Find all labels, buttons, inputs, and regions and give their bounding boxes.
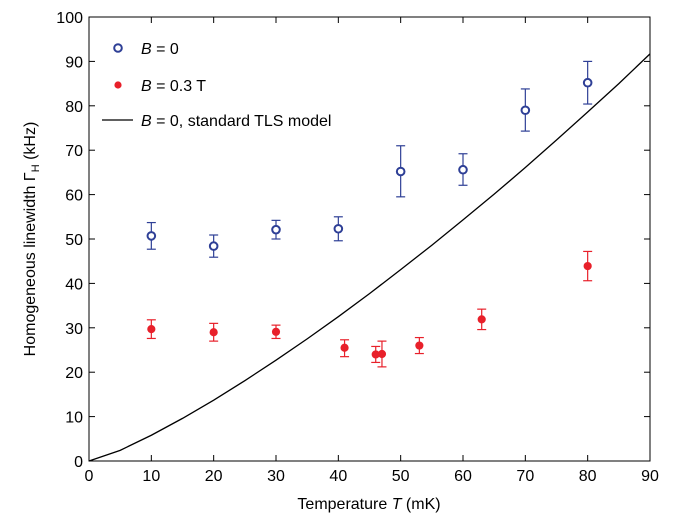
point-marker	[209, 328, 218, 337]
x-tick-label: 0	[85, 468, 94, 485]
point-marker	[147, 325, 156, 334]
x-tick-label: 20	[205, 468, 223, 485]
point-marker	[208, 241, 219, 251]
x-tick-label: 90	[641, 468, 659, 485]
legend-entry: B = 0, standard TLS model	[102, 113, 331, 130]
x-tick-label: 40	[329, 468, 347, 485]
data-point-b03	[477, 308, 487, 331]
point-marker	[458, 164, 468, 175]
data-point-b03	[371, 345, 381, 364]
point-marker	[477, 315, 486, 324]
data-point-b03	[377, 340, 387, 368]
x-tick-label: 70	[516, 468, 534, 485]
legend-marker-open-circle	[113, 43, 123, 53]
x-tick-label: 80	[579, 468, 597, 485]
legend-label: B = 0, standard TLS model	[141, 113, 331, 130]
point-marker	[520, 105, 531, 116]
y-tick-label: 0	[74, 454, 83, 471]
y-tick-label: 50	[65, 232, 83, 249]
point-marker	[415, 341, 424, 350]
x-tick-label: 10	[142, 468, 160, 485]
points-layer	[146, 60, 593, 368]
y-tick-label: 30	[65, 321, 83, 338]
legend-entry: B = 0.3 T	[114, 78, 206, 95]
point-marker	[146, 231, 157, 241]
legend-marker-filled-circle	[114, 81, 122, 89]
data-point-b03	[414, 336, 424, 355]
legend-label: B = 0	[141, 41, 179, 58]
y-tick-label: 60	[65, 188, 83, 205]
y-tick-label: 20	[65, 365, 83, 382]
data-point-b03	[271, 324, 281, 340]
point-marker	[271, 224, 281, 235]
data-point-b0	[271, 219, 281, 240]
data-point-b0	[333, 216, 344, 242]
data-point-b03	[209, 322, 219, 342]
data-point-b0	[395, 145, 406, 198]
data-point-b03	[583, 250, 593, 282]
data-point-b0	[208, 234, 219, 258]
y-tick-label: 40	[65, 276, 83, 293]
data-point-b03	[146, 319, 156, 340]
y-tick-label: 100	[56, 10, 83, 27]
ticks-layer: 0 10 20 30 40 50 60 70 80 90 0 10 20 30 40 50 60 70 80 90 10…	[56, 10, 659, 485]
point-marker	[340, 343, 349, 352]
data-point-b03	[340, 339, 350, 358]
point-marker	[377, 349, 387, 359]
x-tick-label: 60	[454, 468, 472, 485]
y-axis-label: Homogeneous linewidth ΓH (kHz)	[22, 122, 42, 357]
legend: B = 0 B = 0.3 T B = 0, standard TLS model	[102, 41, 331, 130]
legend-entry: B = 0	[113, 41, 179, 58]
data-point-b0	[582, 60, 593, 105]
y-tick-label: 70	[65, 143, 83, 160]
y-tick-label: 10	[65, 410, 83, 427]
curve-layer	[88, 53, 651, 462]
y-tick-label: 80	[65, 99, 83, 116]
model-curve	[88, 53, 651, 462]
x-tick-label: 30	[267, 468, 285, 485]
point-marker	[583, 261, 592, 271]
x-axis-label: Temperature T (mK)	[297, 496, 440, 513]
y-tick-label: 90	[65, 54, 83, 71]
data-point-b0	[146, 221, 157, 250]
x-tick-label: 50	[392, 468, 410, 485]
point-marker	[582, 77, 593, 88]
point-marker	[395, 166, 406, 177]
legend-label: B = 0.3 T	[141, 78, 206, 95]
point-marker	[333, 223, 344, 234]
data-point-b0	[520, 88, 531, 132]
point-marker	[271, 327, 281, 336]
data-point-b0	[458, 153, 468, 186]
